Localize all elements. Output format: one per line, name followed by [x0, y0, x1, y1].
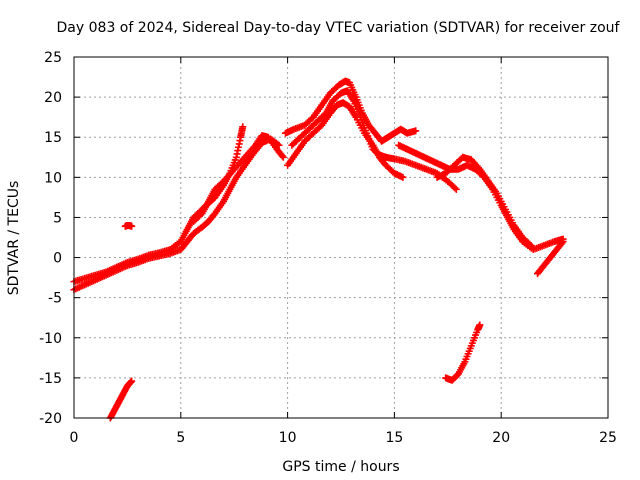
- data-point: [412, 127, 420, 135]
- y-tick-label: -15: [39, 371, 62, 387]
- y-tick-label: -20: [39, 411, 62, 427]
- data-point: [451, 184, 459, 192]
- series-track-end: [534, 238, 567, 278]
- series-track-evening-mid: [288, 87, 460, 193]
- x-tick-label: 20: [492, 430, 510, 446]
- data-point: [239, 123, 247, 131]
- y-tick-label: -10: [39, 331, 62, 347]
- x-tick-label: 5: [176, 430, 185, 446]
- y-tick-label: 0: [53, 251, 62, 267]
- data-point: [526, 240, 534, 248]
- series-outlier-low-late: [442, 321, 484, 384]
- y-tick-label: 25: [44, 50, 62, 66]
- data-point: [527, 242, 535, 250]
- x-axis-label: GPS time / hours: [282, 459, 399, 475]
- axis-ticks: 0 5 10 15 20 25 -20 -15 -10 -5 0 5 10 15 20 25: [39, 50, 617, 446]
- series-track-night: [395, 141, 567, 254]
- data-point: [278, 152, 286, 160]
- x-tick-label: 25: [599, 430, 617, 446]
- data-point: [279, 153, 287, 161]
- x-tick-label: 10: [279, 430, 297, 446]
- series-outlier-low-early: [106, 377, 136, 422]
- y-tick-label: 20: [44, 90, 62, 106]
- series-track-main-c: [190, 132, 287, 225]
- x-tick-label: 0: [70, 430, 79, 446]
- y-tick-label: 15: [44, 130, 62, 146]
- y-axis-label: SDTVAR / TECUs: [6, 181, 22, 296]
- series-track-evening: [284, 99, 407, 181]
- series-isolated-bump: [121, 221, 136, 230]
- series-track-evening-upper: [281, 77, 420, 145]
- data-point: [559, 238, 567, 246]
- chart-title: Day 083 of 2024, Sidereal Day-to-day VTE…: [57, 20, 621, 36]
- data-point: [452, 185, 460, 193]
- data-point: [399, 173, 407, 181]
- y-tick-label: -5: [48, 291, 62, 307]
- data-point: [218, 179, 226, 187]
- data-point: [476, 321, 484, 329]
- data-point: [558, 239, 566, 247]
- grid: [74, 57, 608, 418]
- data-point: [128, 222, 136, 230]
- series-track-night-b: [433, 153, 535, 250]
- series-track-main-b: [70, 135, 283, 294]
- x-tick-label: 15: [385, 430, 403, 446]
- plot-frame: [73, 56, 609, 419]
- y-tick-label: 10: [44, 170, 62, 186]
- data-point: [128, 377, 136, 385]
- data-marks: [70, 77, 567, 422]
- y-tick-label: 5: [53, 210, 62, 226]
